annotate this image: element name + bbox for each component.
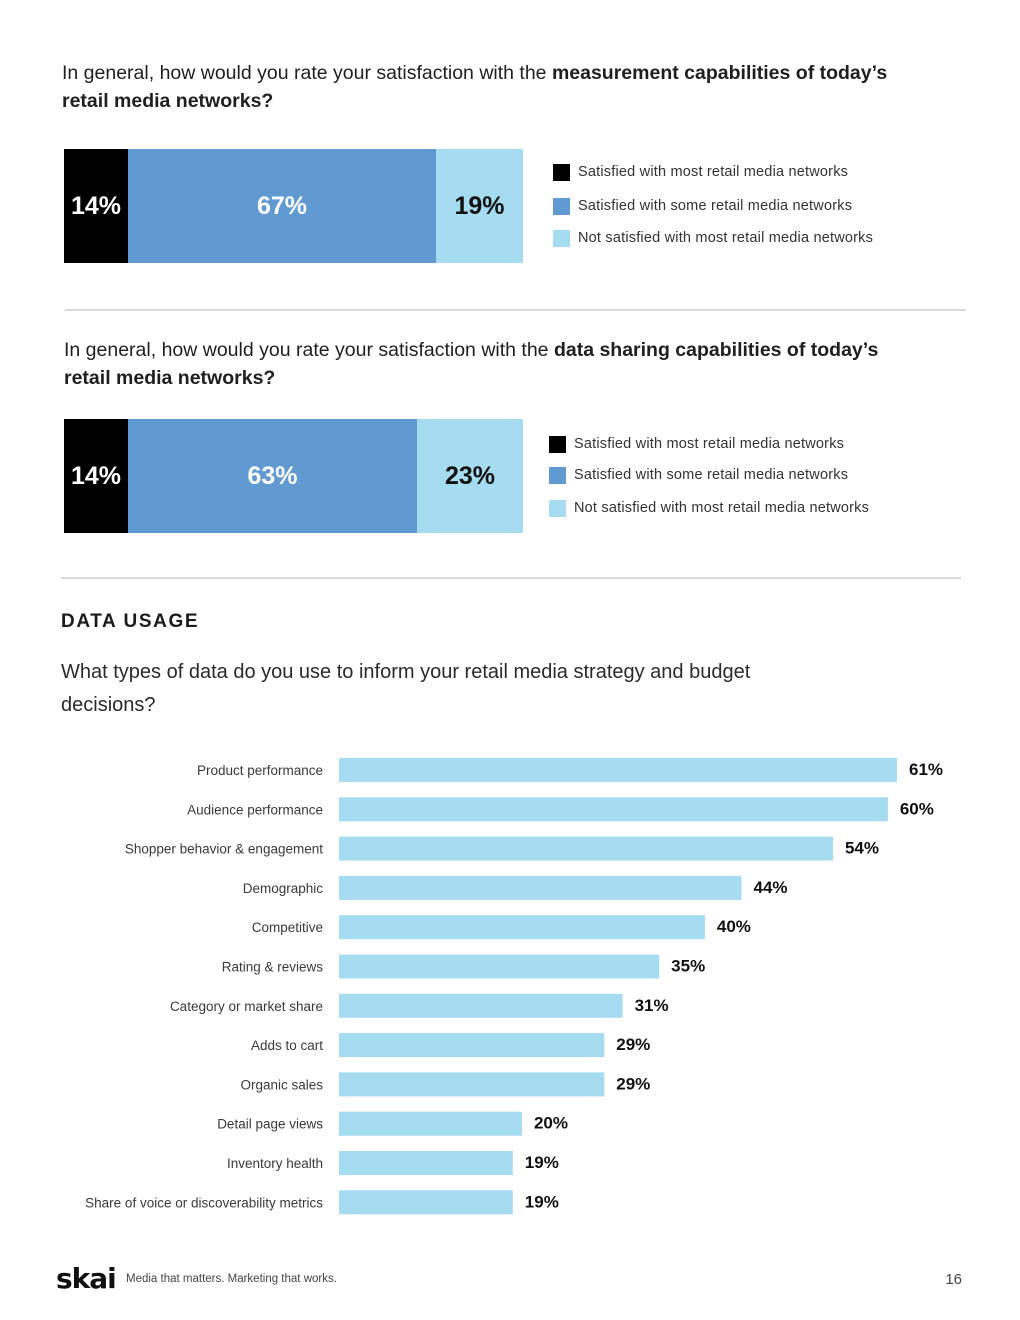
bar-segment-some: 67% — [128, 149, 436, 263]
question-prefix: In general, how would you rate your sati… — [62, 62, 552, 84]
question-data-types: What types of data do you use to inform … — [61, 661, 751, 716]
bar — [339, 915, 705, 940]
bar — [339, 758, 897, 782]
legend-item-not: Not satisfied with most retail media net… — [553, 229, 873, 247]
bar-segment-label: 14% — [70, 461, 122, 490]
value-label: 35% — [671, 957, 705, 976]
legend-label: Not satisfied with most retail media net… — [578, 230, 874, 246]
legend-item-some: Satisfied with some retail media network… — [549, 466, 848, 484]
category-label: Adds to cart — [251, 1038, 323, 1053]
bar — [339, 875, 742, 900]
legend-label: Not satisfied with most retail media net… — [574, 500, 870, 516]
bar-segment-label: 23% — [444, 461, 496, 490]
bar — [339, 1190, 513, 1215]
bar — [339, 797, 888, 822]
legend-label: Satisfied with some retail media network… — [578, 198, 853, 214]
value-label: 40% — [717, 917, 751, 936]
data-types-bar-chart: Product performance 61% Audience performan… — [85, 758, 943, 1215]
question-emphasis: data sharing capabilities of today’s ret… — [64, 339, 879, 389]
bar — [339, 1111, 522, 1136]
category-label: Product performance — [197, 763, 323, 778]
page-number: 16 — [945, 1271, 962, 1288]
value-label: 29% — [616, 1074, 650, 1093]
category-label: Detail page views — [217, 1117, 323, 1132]
legend-label: Satisfied with most retail media network… — [574, 436, 845, 452]
bar-segment-most: 14% — [64, 419, 128, 533]
legend-label: Satisfied with some retail media network… — [574, 467, 849, 483]
bar — [339, 993, 623, 1018]
stacked-bar-data-sharing: 14% 63% 23% — [64, 419, 523, 533]
legend-label: Satisfied with most retail media network… — [578, 164, 849, 180]
legend-item-not: Not satisfied with most retail media net… — [549, 499, 869, 517]
value-label: 29% — [616, 1035, 650, 1054]
value-label: 19% — [525, 1192, 559, 1211]
legend-swatch-not — [549, 499, 566, 517]
bar-segment-not: 23% — [417, 419, 523, 533]
value-label: 54% — [845, 839, 879, 858]
value-label: 19% — [525, 1153, 559, 1172]
category-label: Audience performance — [187, 802, 323, 817]
legend-swatch-most — [549, 435, 566, 453]
value-label: 60% — [900, 799, 934, 818]
value-label: 20% — [534, 1114, 568, 1133]
bar-segment-not: 19% — [436, 149, 523, 263]
value-label: 61% — [909, 760, 943, 779]
question-measurement: In general, how would you rate your sati… — [62, 59, 922, 115]
value-label: 44% — [753, 878, 787, 897]
bar-segment-most: 14% — [64, 149, 128, 263]
legend-item-most: Satisfied with most retail media network… — [553, 163, 848, 181]
bar-segment-label: 63% — [247, 461, 298, 490]
bar-segment-label: 19% — [454, 191, 505, 220]
legend-swatch-some — [549, 466, 566, 484]
category-label: Share of voice or discoverability metric… — [85, 1195, 323, 1210]
category-label: Category or market share — [170, 999, 323, 1014]
section-divider — [61, 577, 961, 579]
section-title: DATA USAGE — [61, 611, 200, 632]
legend-item-most: Satisfied with most retail media network… — [549, 435, 844, 453]
category-label: Organic sales — [240, 1077, 323, 1092]
question-emphasis: measurement capabilities of today’s reta… — [62, 62, 888, 112]
footer-tagline: Media that matters. Marketing that works… — [126, 1273, 337, 1285]
section-divider — [65, 309, 966, 311]
legend-swatch-some — [553, 197, 570, 215]
category-label: Shopper behavior & engagement — [125, 842, 323, 857]
bar — [339, 954, 660, 979]
legend-swatch-most — [553, 163, 570, 181]
question-prefix: In general, how would you rate your sati… — [64, 339, 554, 361]
bar — [339, 836, 833, 861]
bar — [339, 1151, 513, 1175]
bar-segment-some: 63% — [128, 419, 417, 533]
category-label: Demographic — [243, 881, 324, 896]
bar — [339, 1033, 605, 1058]
value-label: 31% — [635, 996, 669, 1015]
stacked-bar-measurement: 14% 67% 19% — [64, 149, 523, 263]
question-data-sharing: In general, how would you rate your sati… — [64, 336, 924, 392]
legend-swatch-not — [553, 229, 570, 247]
legend-item-some: Satisfied with some retail media network… — [553, 197, 852, 215]
bar-segment-label: 14% — [70, 191, 122, 220]
category-label: Inventory health — [227, 1156, 323, 1171]
bar-segment-label: 67% — [256, 191, 308, 220]
skai-logo: skai — [56, 1262, 117, 1295]
category-label: Competitive — [252, 920, 323, 935]
bar — [339, 1072, 605, 1097]
category-label: Rating & reviews — [222, 960, 324, 975]
